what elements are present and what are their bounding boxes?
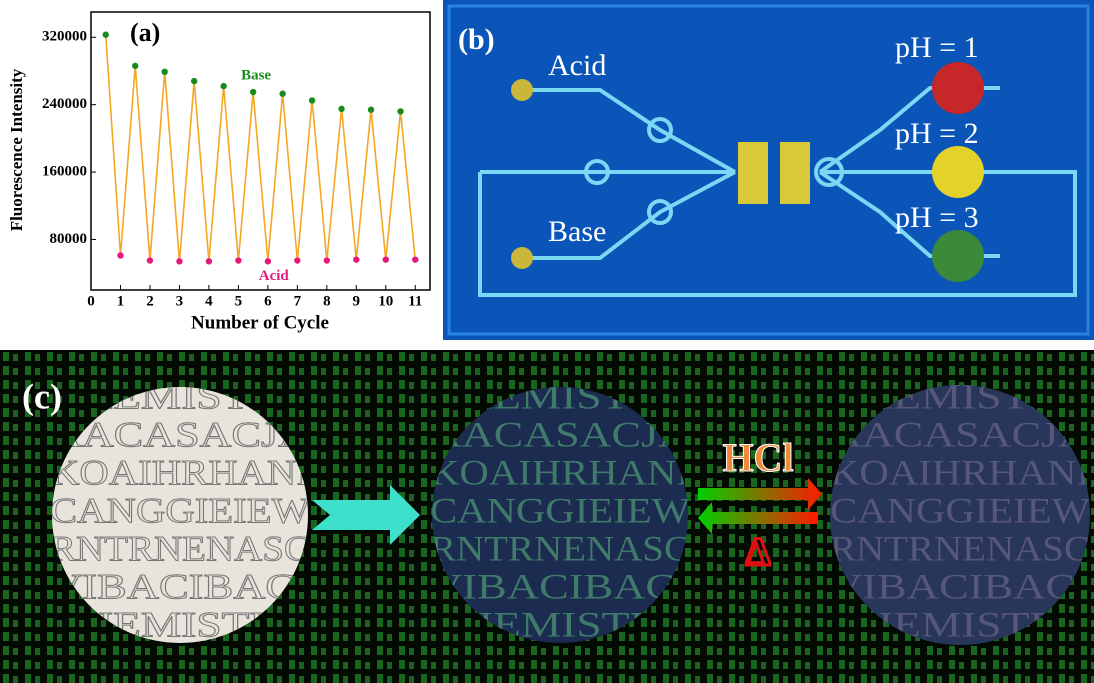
y-tick-label: 320000 bbox=[42, 29, 87, 45]
inlet bbox=[511, 247, 533, 269]
figure: (a) Number of Cycle Fluorescence Intensi… bbox=[0, 0, 1094, 683]
outlet-label: pH = 1 bbox=[895, 31, 979, 64]
x-tick-label: 2 bbox=[146, 293, 154, 309]
data-point bbox=[206, 258, 212, 264]
disc-row: RNTRNENASC bbox=[50, 528, 310, 568]
disc-row: CANGGIEIEW bbox=[830, 490, 1090, 530]
x-tick-label: 9 bbox=[353, 293, 361, 309]
reagent: HCl bbox=[722, 435, 793, 480]
outlet-label: pH = 2 bbox=[895, 117, 979, 150]
disc-row: RNTRNENASC bbox=[830, 528, 1090, 568]
x-tick-label: 6 bbox=[264, 293, 272, 309]
data-point bbox=[309, 97, 315, 103]
x-tick-label: 3 bbox=[176, 293, 184, 309]
data-point bbox=[161, 69, 167, 75]
data-point bbox=[132, 63, 138, 69]
annotation: Base bbox=[241, 67, 271, 83]
y-tick-label: 80000 bbox=[50, 231, 88, 247]
data-point bbox=[147, 257, 153, 263]
panel-label: (c) bbox=[22, 376, 62, 416]
disc-row: KOAIHRHANI bbox=[50, 452, 310, 492]
chip-block bbox=[780, 142, 810, 204]
disc-row: KOAIHRHANI bbox=[830, 452, 1090, 492]
data-point bbox=[176, 258, 182, 264]
x-tick-label: 1 bbox=[117, 293, 125, 309]
data-point bbox=[117, 252, 123, 258]
disc-row: VIBACIBACI bbox=[50, 566, 310, 606]
disc-row: VIBACIBACI bbox=[430, 566, 690, 606]
disc-row: CANGGIEIEW bbox=[50, 490, 310, 530]
data-point bbox=[103, 32, 109, 38]
data-point bbox=[235, 257, 241, 263]
panel-label: (b) bbox=[458, 23, 495, 56]
disc-row: CANGGIEIEW bbox=[430, 490, 690, 530]
y-tick-label: 240000 bbox=[42, 96, 87, 112]
disc-row: KOAIHRHANI bbox=[430, 452, 690, 492]
panel-c: (c) HCl Δ CHEMISTRYAACASACJAKOAIHRHANICA… bbox=[0, 350, 1094, 683]
inlet-label: Acid bbox=[548, 49, 606, 82]
panel-label: (a) bbox=[130, 18, 160, 47]
x-tick-label: 4 bbox=[205, 293, 213, 309]
x-axis-title: Number of Cycle bbox=[191, 312, 329, 333]
y-tick-label: 160000 bbox=[42, 163, 87, 179]
outlet bbox=[932, 62, 984, 114]
chip-block bbox=[738, 142, 768, 204]
data-point bbox=[383, 256, 389, 262]
data-point bbox=[368, 107, 374, 113]
disc-row: RNTRNENASC bbox=[430, 528, 690, 568]
inlet-label: Base bbox=[548, 215, 606, 248]
y-axis-title: Fluorescence Intensity bbox=[7, 68, 26, 231]
x-tick-label: 10 bbox=[378, 293, 393, 309]
outlet bbox=[932, 146, 984, 198]
data-point bbox=[265, 258, 271, 264]
panel-a: (a) Number of Cycle Fluorescence Intensi… bbox=[7, 12, 430, 333]
x-tick-label: 7 bbox=[294, 293, 302, 309]
data-point bbox=[338, 106, 344, 112]
disc-row: VIBACIBACI bbox=[830, 566, 1090, 606]
x-tick-label: 5 bbox=[235, 293, 243, 309]
inlet bbox=[511, 79, 533, 101]
data-point bbox=[294, 257, 300, 263]
data-point bbox=[353, 256, 359, 262]
outlet bbox=[932, 230, 984, 282]
heat: Δ bbox=[745, 529, 770, 574]
data-point bbox=[397, 108, 403, 114]
data-point bbox=[279, 91, 285, 97]
panel-b: (b) Acid Base pH = 1 pH = 2 pH = 3 bbox=[443, 0, 1094, 340]
x-tick-label: 11 bbox=[408, 293, 422, 309]
data-point bbox=[412, 256, 418, 262]
data-point bbox=[324, 257, 330, 263]
x-tick-label: 0 bbox=[87, 293, 95, 309]
x-tick-label: 8 bbox=[323, 293, 331, 309]
data-point bbox=[220, 83, 226, 89]
annotation: Acid bbox=[259, 268, 290, 284]
data-point bbox=[191, 78, 197, 84]
outlet-label: pH = 3 bbox=[895, 201, 979, 234]
data-point bbox=[250, 89, 256, 95]
